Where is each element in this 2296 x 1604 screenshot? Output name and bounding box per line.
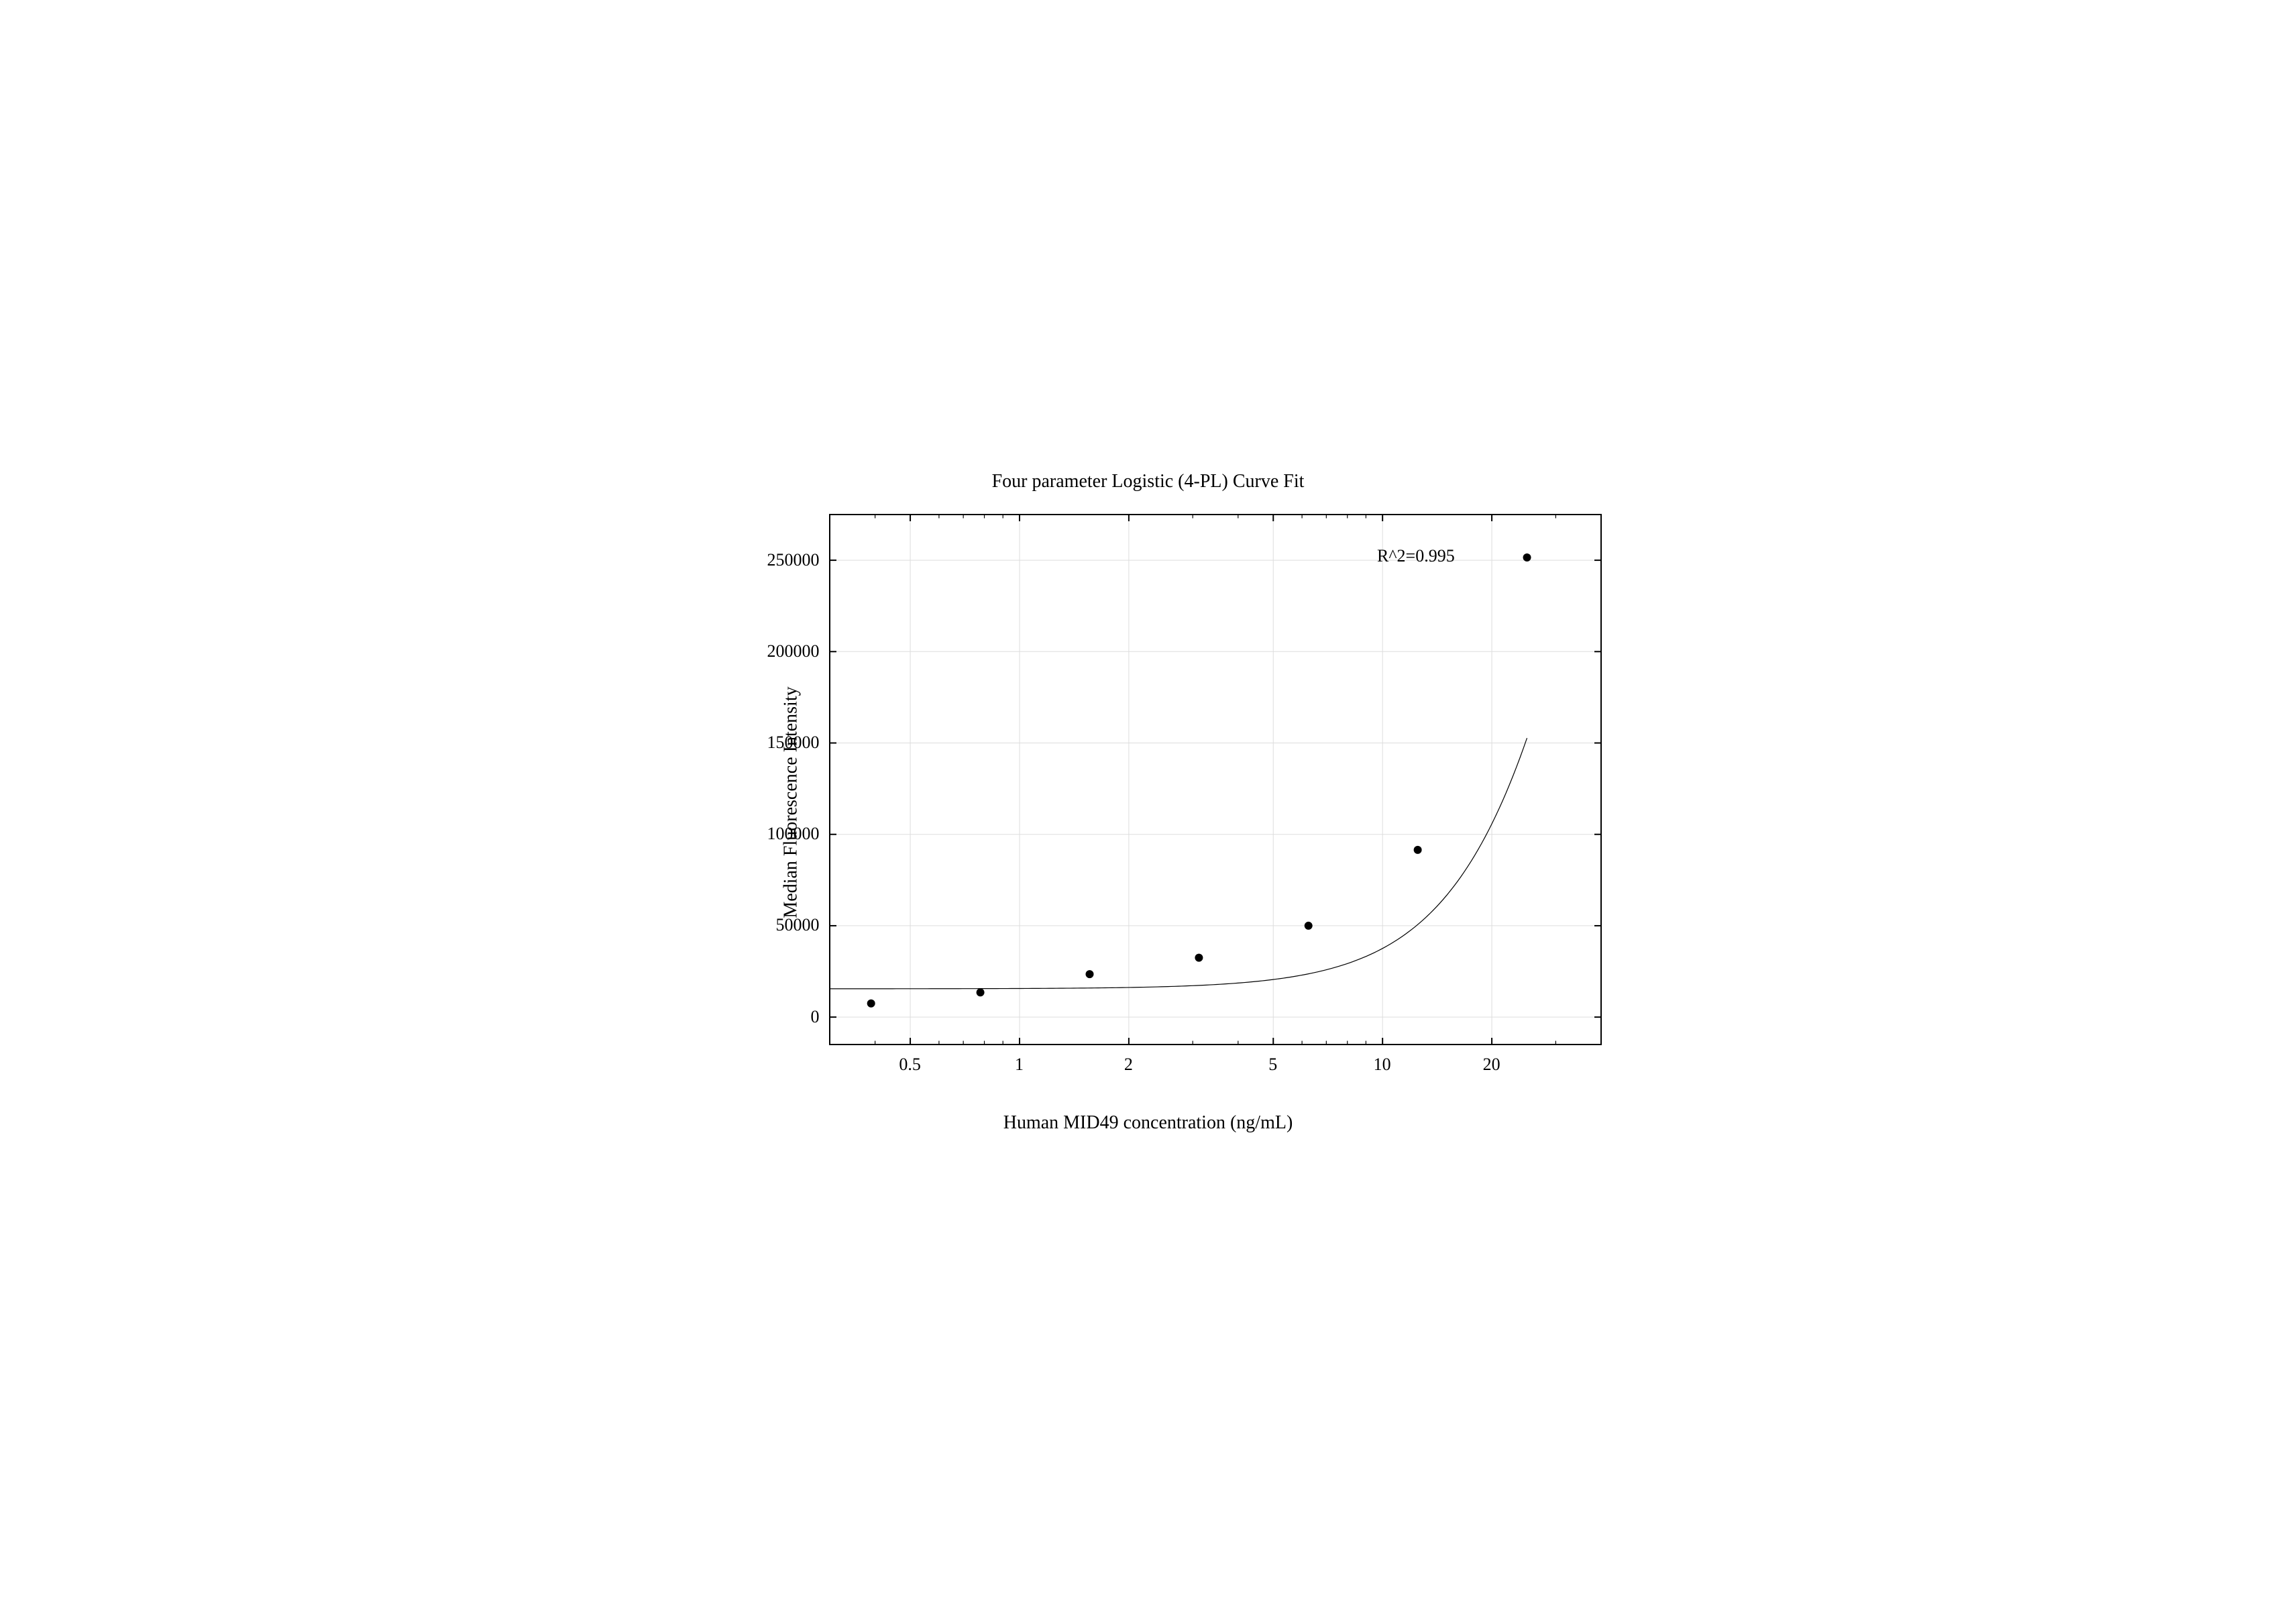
y-tick-label: 0 xyxy=(811,1007,820,1027)
y-tick-label: 150000 xyxy=(767,733,820,753)
plot-area: R^2=0.995 0.5125102005000010000015000020… xyxy=(830,515,1601,1045)
y-tick-label: 100000 xyxy=(767,824,820,844)
x-axis-label: Human MID49 concentration (ng/mL) xyxy=(645,1112,1651,1134)
x-tick-label: 2 xyxy=(1124,1055,1133,1075)
x-tick-label: 20 xyxy=(1483,1055,1500,1075)
y-tick-label: 200000 xyxy=(767,641,820,661)
x-tick-label: 0.5 xyxy=(899,1055,921,1075)
y-tick-label: 50000 xyxy=(776,915,820,935)
plot-svg xyxy=(830,515,1601,1045)
r-squared-annotation: R^2=0.995 xyxy=(1377,546,1455,566)
y-tick-label: 250000 xyxy=(767,550,820,570)
y-axis-label: Median Fluorescence Intensity xyxy=(780,686,802,918)
chart-title: Four parameter Logistic (4-PL) Curve Fit xyxy=(645,471,1651,492)
x-tick-label: 10 xyxy=(1374,1055,1391,1075)
x-tick-label: 1 xyxy=(1015,1055,1024,1075)
x-tick-label: 5 xyxy=(1268,1055,1277,1075)
chart-container: Four parameter Logistic (4-PL) Curve Fit… xyxy=(645,451,1651,1154)
